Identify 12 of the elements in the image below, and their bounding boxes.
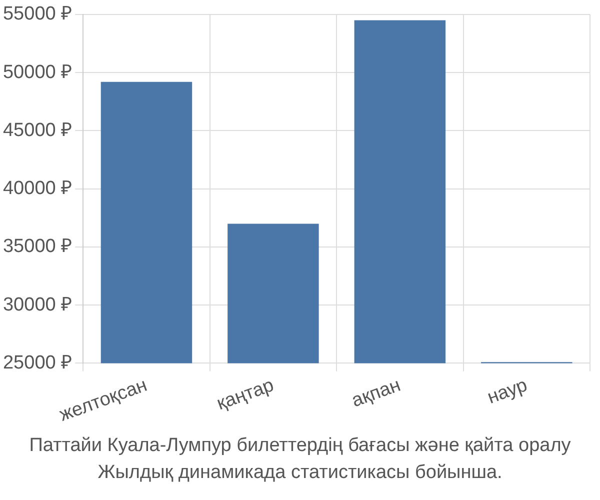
x-tick-label: ақпан xyxy=(349,374,404,412)
y-tick-label: 45000 ₽ xyxy=(2,120,72,141)
x-tick-label: наур xyxy=(484,374,530,408)
y-tick-label: 55000 ₽ xyxy=(2,4,72,25)
text: Жылдық динамикада статистикасы бойынша. xyxy=(96,461,504,485)
y-tick-label: 35000 ₽ xyxy=(2,236,72,258)
y-tick-label: 40000 ₽ xyxy=(2,178,72,200)
y-tick-label: 50000 ₽ xyxy=(2,62,72,83)
y-tick-label: 30000 ₽ xyxy=(2,294,72,316)
text: Паттайи Куала-Лумпур билеттердің бағасы және қайта оралу xyxy=(28,434,572,458)
y-tick-label: 25000 ₽ xyxy=(2,352,72,374)
x-tick-label: қаңтар xyxy=(214,374,277,415)
